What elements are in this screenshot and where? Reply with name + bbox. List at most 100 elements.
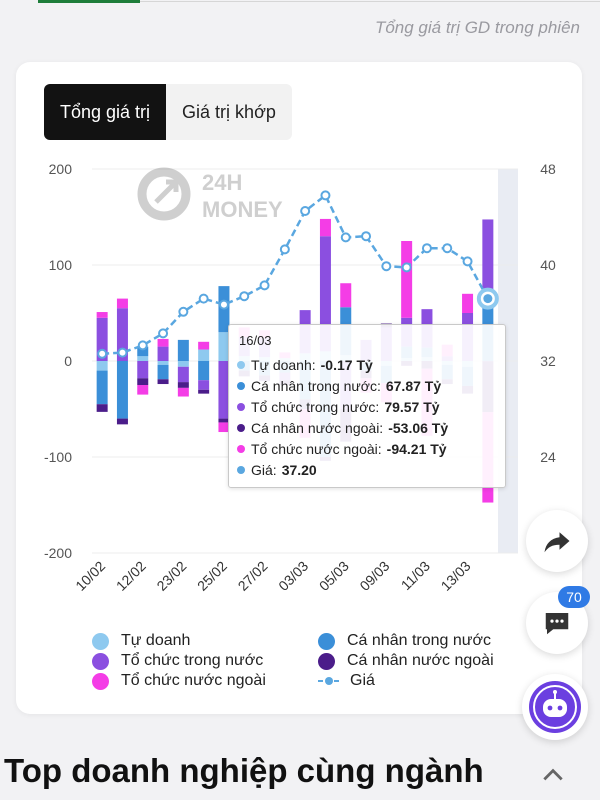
chevron-up-icon[interactable] <box>540 762 566 788</box>
legend-line-marker <box>318 677 340 685</box>
share-button[interactable] <box>526 510 588 572</box>
comments-button[interactable]: 70 <box>526 586 590 654</box>
price-point[interactable] <box>421 243 432 254</box>
bar-segment[interactable] <box>137 356 149 361</box>
price-point[interactable] <box>361 231 372 242</box>
legend-item-domestic-institution[interactable]: Tổ chức trong nước <box>92 652 263 670</box>
bar-segment[interactable] <box>96 312 108 318</box>
bar-segment[interactable] <box>157 361 169 365</box>
tab-total-value[interactable]: Tổng giá trị <box>44 84 167 140</box>
legend-marker <box>318 652 335 670</box>
x-tick-label: 11/03 <box>398 558 434 594</box>
bar-segment[interactable] <box>218 422 230 433</box>
price-point[interactable] <box>117 347 128 358</box>
price-point[interactable] <box>279 244 290 255</box>
tooltip-marker <box>237 403 245 411</box>
legend-marker <box>318 632 335 650</box>
bar-segment[interactable] <box>482 219 494 296</box>
bar-segment[interactable] <box>177 361 189 367</box>
bar-segment[interactable] <box>319 236 331 352</box>
x-tick-label: 13/03 <box>438 558 474 594</box>
y-right-tick-label: 24 <box>540 449 556 465</box>
bar-segment[interactable] <box>157 346 169 361</box>
tooltip-label: Giá: <box>251 462 277 478</box>
tooltip-value: 67.87 Tỷ <box>385 378 442 394</box>
tooltip-value: -53.06 Tỷ <box>388 420 449 436</box>
legend-label: Tổ chức trong nước <box>121 652 264 669</box>
bar-segment[interactable] <box>137 361 149 379</box>
bar-segment[interactable] <box>401 241 413 318</box>
assistant-button[interactable] <box>522 674 588 740</box>
bar-segment[interactable] <box>96 404 108 412</box>
bar-segment[interactable] <box>218 361 230 419</box>
tooltip-row: Giá: 37.20 <box>237 462 317 478</box>
tooltip-label: Tổ chức nước ngoài: <box>251 441 382 457</box>
price-point[interactable] <box>158 328 169 339</box>
tooltip-marker <box>237 424 245 432</box>
bar-segment[interactable] <box>116 308 128 361</box>
top-tab-indicator <box>38 0 140 3</box>
legend-label: Cá nhân trong nước <box>347 632 491 649</box>
bar-segment[interactable] <box>177 387 189 397</box>
bar-segment[interactable] <box>198 389 210 394</box>
price-point[interactable] <box>340 232 351 243</box>
price-point[interactable] <box>462 256 473 267</box>
price-point[interactable] <box>259 280 270 291</box>
bar-segment[interactable] <box>116 298 128 309</box>
price-point[interactable] <box>218 299 229 310</box>
tab-matched-value[interactable]: Giá trị khớp <box>166 84 292 140</box>
x-tick-label: 27/02 <box>235 558 271 594</box>
price-point[interactable] <box>300 206 311 216</box>
price-point[interactable] <box>381 261 392 272</box>
bar-segment[interactable] <box>157 379 169 385</box>
x-tick-label: 03/03 <box>275 558 311 594</box>
bar-segment[interactable] <box>198 361 210 381</box>
tooltip-row: Cá nhân trong nước: 67.87 Tỷ <box>237 378 441 394</box>
tooltip-value: -0.17 Tỷ <box>320 357 373 373</box>
section-subtitle: Tổng giá trị GD trong phiên <box>374 18 580 37</box>
bar-segment[interactable] <box>116 361 128 419</box>
bar-segment[interactable] <box>218 418 230 423</box>
bar-segment[interactable] <box>137 346 149 357</box>
bar-segment[interactable] <box>177 339 189 361</box>
watermark-logo-icon <box>137 167 191 221</box>
price-point[interactable] <box>198 293 209 304</box>
legend-item-proprietary[interactable]: Tự doanh <box>92 632 190 650</box>
price-point[interactable] <box>320 190 331 201</box>
legend-marker <box>92 632 109 650</box>
legend-item-foreign-individual[interactable]: Cá nhân nước ngoài <box>318 652 494 670</box>
bar-segment[interactable] <box>96 361 108 371</box>
bar-segment[interactable] <box>177 382 189 388</box>
price-point[interactable] <box>239 291 250 302</box>
tooltip-label: Cá nhân trong nước: <box>251 378 381 394</box>
legend-item-foreign-institution[interactable]: Tổ chức nước ngoài <box>92 672 266 690</box>
bar-segment[interactable] <box>177 366 189 383</box>
bar-segment[interactable] <box>157 338 169 347</box>
bar-segment[interactable] <box>319 218 331 237</box>
bar-segment[interactable] <box>96 317 108 361</box>
price-point[interactable] <box>97 348 108 359</box>
bar-segment[interactable] <box>116 418 128 425</box>
comment-count-badge: 70 <box>558 586 590 608</box>
comment-icon <box>545 613 569 635</box>
bar-segment[interactable] <box>340 283 352 308</box>
bar-segment[interactable] <box>198 380 210 390</box>
chart-tooltip: 16/03 Tự doanh: -0.17 Tỷ Cá nhân trong n… <box>228 324 506 488</box>
y-axis-left: -200 -100 0 100 200 <box>44 161 72 561</box>
bar-segment[interactable] <box>198 349 210 361</box>
price-point[interactable] <box>401 262 412 273</box>
legend-item-price[interactable]: Giá <box>318 672 375 690</box>
bar-segment[interactable] <box>198 341 210 350</box>
bar-segment[interactable] <box>157 364 169 380</box>
price-point[interactable] <box>137 340 148 351</box>
price-point[interactable] <box>178 306 189 317</box>
bar-segment[interactable] <box>462 293 474 313</box>
price-point[interactable] <box>442 243 453 254</box>
tooltip-marker <box>237 445 245 453</box>
legend-label: Giá <box>350 672 375 689</box>
legend-item-domestic-individual[interactable]: Cá nhân trong nước <box>318 632 491 650</box>
bar-segment[interactable] <box>137 378 149 385</box>
bar-segment[interactable] <box>218 332 230 361</box>
bar-segment[interactable] <box>96 370 108 405</box>
bar-segment[interactable] <box>137 385 149 395</box>
